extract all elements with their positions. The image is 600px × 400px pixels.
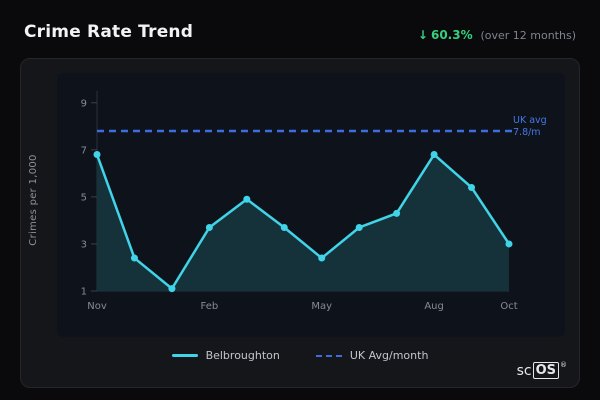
legend-label: UK Avg/month	[349, 349, 429, 362]
svg-text:Aug: Aug	[424, 301, 444, 312]
legend-item-uk-avg[interactable]: UK Avg/month	[315, 349, 429, 362]
svg-text:9: 9	[81, 98, 87, 109]
trend-stat-value: 60.3%	[430, 28, 473, 42]
chart-card: Crimes per 1,000 1 3 5 7 9 Nov Feb May Aug Oct UK…	[20, 58, 580, 388]
legend-item-belbroughton[interactable]: Belbroughton	[171, 349, 280, 362]
legend-label: Belbroughton	[205, 349, 280, 362]
line-swatch-icon	[171, 354, 198, 357]
chart-legend: Belbroughton UK Avg/month	[21, 349, 579, 362]
crime-trend-line-chart: 1 3 5 7 9 Nov Feb May Aug Oct	[81, 91, 518, 312]
down-arrow-icon: ↓	[417, 28, 428, 42]
scos-logo: sc OS ®	[517, 362, 567, 379]
svg-text:May: May	[311, 301, 332, 312]
page-title: Crime Rate Trend	[24, 22, 194, 42]
registered-mark: ®	[560, 361, 567, 369]
svg-text:3: 3	[81, 239, 87, 250]
dashed-line-swatch-icon	[315, 354, 342, 357]
svg-text:Feb: Feb	[201, 301, 219, 312]
svg-text:1: 1	[81, 287, 87, 298]
trend-stat-caption: (over 12 months)	[480, 29, 576, 42]
y-axis-label: Crimes per 1,000	[28, 154, 39, 246]
logo-suffix: OS	[532, 362, 559, 379]
uk-avg-annotation-line2: 7.8/m	[513, 127, 541, 139]
uk-avg-annotation-line1: UK avg	[513, 115, 547, 126]
svg-text:5: 5	[81, 192, 87, 203]
svg-text:7: 7	[81, 145, 87, 156]
trend-stat-badge: ↓ 60.3% (over 12 months)	[418, 28, 576, 42]
svg-text:Oct: Oct	[500, 301, 517, 312]
chart-plot-area: 1 3 5 7 9 Nov Feb May Aug Oct UK avg 7.8/m	[57, 73, 565, 337]
svg-text:Nov: Nov	[87, 301, 107, 312]
uk-avg-annotation: UK avg 7.8/m	[513, 115, 563, 140]
logo-prefix: sc	[516, 363, 532, 379]
